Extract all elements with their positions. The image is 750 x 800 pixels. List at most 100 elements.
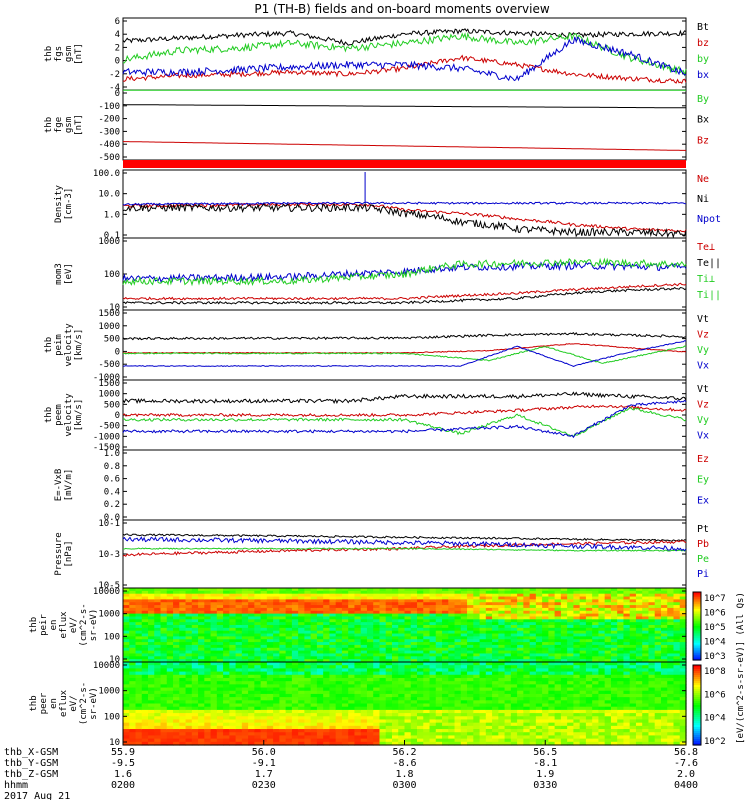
spectrogram-cell <box>223 610 230 615</box>
spectrogram-cell <box>129 700 137 705</box>
spectrogram-cell <box>366 725 374 730</box>
spectrogram-cell <box>148 596 155 600</box>
spectrogram-cell <box>216 622 224 626</box>
spectrogram-cell <box>185 656 193 660</box>
spectrogram-cell <box>123 729 130 733</box>
spectrogram-cell <box>504 697 512 701</box>
spectrogram-cell <box>442 588 449 592</box>
spectrogram-cell <box>329 602 337 606</box>
spectrogram-cell <box>610 644 618 649</box>
spectrogram-cell <box>485 671 493 676</box>
spectrogram-cell <box>229 650 237 655</box>
spectrogram-cell <box>548 610 556 615</box>
spectrogram-cell <box>323 700 331 705</box>
spectrogram-cell <box>654 622 662 626</box>
spectrogram-cell <box>298 703 306 708</box>
spectrogram-cell <box>185 735 193 740</box>
spectrogram-cell <box>535 596 543 600</box>
spectrogram-cell <box>510 627 518 632</box>
spectrogram-cell <box>179 647 187 652</box>
spectrogram-cell <box>504 690 512 695</box>
spectrogram-cell <box>442 703 449 708</box>
spectrogram-cell <box>216 677 224 682</box>
spectrogram-cell <box>141 607 149 612</box>
spectrogram-cell <box>179 662 187 666</box>
spectrogram-cell <box>542 656 549 660</box>
y-tick-label: 10000 <box>93 587 120 597</box>
spectrogram-cell <box>504 596 512 600</box>
spectrogram-cell <box>216 653 224 657</box>
spectrogram-cell <box>379 605 387 609</box>
spectrogram-cell <box>435 677 443 682</box>
spectrogram-cell <box>485 616 493 620</box>
spectrogram-cell <box>679 588 687 592</box>
spectrogram-cell <box>442 659 449 663</box>
spectrogram-cell <box>667 625 675 629</box>
spectrogram-cell <box>310 693 318 698</box>
spectrogram-cell <box>216 613 224 618</box>
spectrogram-cell <box>204 625 212 629</box>
spectrogram-cell <box>210 616 218 620</box>
spectrogram-cell <box>123 725 130 730</box>
spectrogram-cell <box>492 693 499 698</box>
spectrogram-cell <box>510 647 518 652</box>
spectrogram-cell <box>229 671 237 676</box>
spectrogram-cell <box>354 741 362 746</box>
spectrogram-cell <box>366 738 374 743</box>
spectrogram-cell <box>573 722 581 727</box>
spectrogram-cell <box>504 656 512 660</box>
spectrogram-cell <box>529 741 537 746</box>
spectrogram-cell <box>498 593 506 598</box>
spectrogram-cell <box>517 613 524 618</box>
spectrogram-cell <box>204 668 212 673</box>
spectrogram-cell <box>179 627 187 632</box>
y-tick-label: -1500 <box>93 443 120 453</box>
spectrogram-cell <box>210 639 218 643</box>
spectrogram-cell <box>285 693 293 698</box>
spectrogram-cell <box>448 677 456 682</box>
spectrogram-cell <box>248 588 255 592</box>
spectrogram-cell <box>348 627 356 632</box>
spectrogram-cell <box>673 639 681 643</box>
spectrogram-cell <box>216 588 224 592</box>
spectrogram-cell <box>273 716 280 721</box>
spectrogram-cell <box>198 684 205 689</box>
spectrogram-cell <box>535 644 543 649</box>
spectrogram-cell <box>223 703 230 708</box>
y-label-line: (cm^2-s- <box>79 603 89 646</box>
spectrogram-cell <box>379 602 387 606</box>
spectrogram-cell <box>629 650 637 655</box>
spectrogram-cell <box>460 735 468 740</box>
spectrogram-cell <box>266 659 274 663</box>
spectrogram-cell <box>479 590 487 595</box>
spectrogram-cell <box>235 741 243 746</box>
y-tick-label: 6 <box>115 17 120 27</box>
spectrogram-cell <box>554 732 562 737</box>
spectrogram-cell <box>592 662 600 666</box>
spectrogram-cell <box>198 662 205 666</box>
spectrogram-cell <box>160 639 168 643</box>
spectrogram-cell <box>479 622 487 626</box>
spectrogram-cell <box>123 625 130 629</box>
spectrogram-cell <box>623 677 631 682</box>
spectrogram-cell <box>498 677 506 682</box>
spectrogram-cell <box>385 627 393 632</box>
spectrogram-cell <box>166 662 174 666</box>
spectrogram-cell <box>554 697 562 701</box>
spectrogram-cell <box>329 633 337 637</box>
spectrogram-cell <box>485 590 493 595</box>
spectrogram-cell <box>185 697 193 701</box>
spectrogram-cell <box>210 684 218 689</box>
spectrogram-cell <box>216 729 224 733</box>
spectrogram-cell <box>191 735 199 740</box>
spectrogram-cell <box>460 622 468 626</box>
spectrogram-cell <box>354 607 362 612</box>
spectrogram-cell <box>285 674 293 679</box>
spectrogram-cell <box>660 735 668 740</box>
spectrogram-cell <box>129 659 137 663</box>
spectrogram-cell <box>179 677 187 682</box>
spectrogram-cell <box>598 639 606 643</box>
spectrogram-cell <box>479 716 487 721</box>
spectrogram-cell <box>198 741 205 746</box>
spectrogram-cell <box>323 630 331 635</box>
